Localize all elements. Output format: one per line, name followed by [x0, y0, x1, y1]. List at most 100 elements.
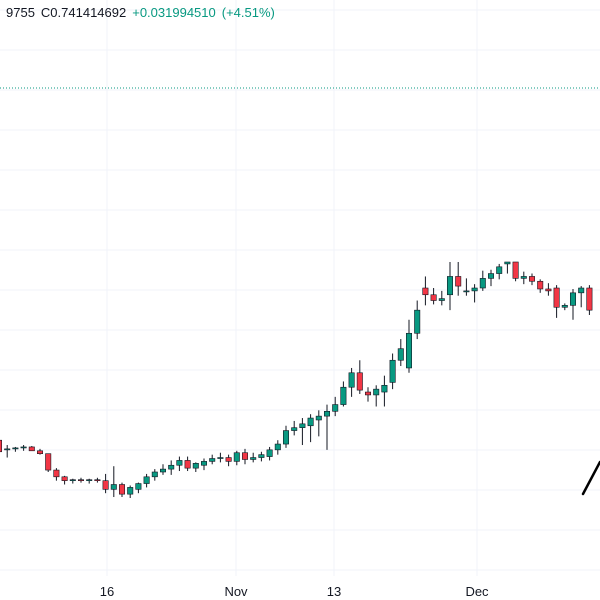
candle-body [569, 292, 576, 306]
candle [28, 445, 35, 452]
candle-body [528, 276, 535, 282]
candle-body [504, 261, 511, 265]
candle-body [45, 453, 52, 471]
candle-body [94, 479, 101, 481]
candle-body [61, 476, 68, 481]
candle-body [553, 287, 560, 308]
candle [242, 448, 249, 465]
candle-body [86, 479, 93, 481]
x-tick-label: 13 [327, 584, 341, 599]
candle-body [168, 464, 175, 470]
candle [323, 404, 330, 450]
candle-body [430, 294, 437, 301]
candle-body [20, 446, 27, 449]
candle [422, 276, 429, 306]
candle [20, 445, 27, 451]
candle-body [578, 287, 585, 294]
candle [479, 270, 486, 291]
candle [135, 482, 142, 494]
candle-body [455, 276, 462, 287]
candle [430, 288, 437, 305]
candle [446, 262, 453, 311]
candle-body [323, 411, 330, 417]
candle [36, 448, 43, 455]
candle-body [307, 417, 314, 427]
candle-body [225, 457, 232, 462]
candle-body [397, 348, 404, 361]
candle [373, 385, 380, 407]
candle [315, 410, 322, 437]
candle [201, 458, 208, 471]
candle [4, 445, 11, 458]
candle [405, 319, 412, 373]
candle-body [4, 448, 11, 451]
candle-body [512, 261, 519, 279]
candle-body [160, 468, 167, 473]
candle-body [119, 484, 126, 495]
candle [110, 466, 117, 498]
candle [438, 290, 445, 306]
candle [307, 414, 314, 443]
candle [192, 462, 199, 472]
candle-body [340, 386, 347, 405]
candle-body [332, 404, 339, 412]
candle-body [127, 487, 134, 495]
candle [266, 446, 273, 461]
candle [176, 456, 183, 472]
candle [102, 473, 109, 494]
candle [381, 375, 388, 407]
candle-body [274, 443, 281, 451]
candle-body [463, 290, 470, 293]
candle [168, 460, 175, 475]
candle [356, 360, 363, 394]
candle [496, 263, 503, 280]
candle-body [545, 288, 552, 292]
candle [455, 262, 462, 296]
candle-body [135, 483, 142, 490]
candle [512, 261, 519, 282]
candle-body [348, 372, 355, 388]
candle [0, 439, 3, 453]
candle [569, 288, 576, 320]
candle [225, 454, 232, 467]
candle-body [471, 287, 478, 292]
candle [291, 420, 298, 436]
candle-body [258, 454, 265, 458]
grid [0, 0, 600, 576]
candle [53, 468, 60, 481]
candle-body [414, 309, 421, 334]
candle-body [479, 278, 486, 289]
candle [94, 477, 101, 483]
candle [487, 269, 494, 287]
candle [299, 418, 306, 446]
close-value: C0.741414692 [40, 5, 127, 20]
candle [282, 425, 289, 448]
candle [537, 279, 544, 293]
candle-body [0, 439, 3, 453]
candle-body [282, 430, 289, 445]
candle [397, 339, 404, 367]
candle-body [217, 457, 224, 459]
candle [151, 469, 158, 481]
candle-body [381, 384, 388, 393]
candle [471, 284, 478, 303]
candle [233, 450, 240, 466]
candle-body [12, 447, 19, 450]
candle [348, 367, 355, 397]
candle-body [184, 460, 191, 469]
candle [119, 482, 126, 498]
trend-line-drawing[interactable] [581, 460, 600, 496]
prev-value-fragment: 9755 [6, 5, 35, 20]
candle [127, 485, 134, 498]
candle [258, 451, 265, 462]
candle-body [69, 479, 76, 481]
candle [340, 381, 347, 407]
candle [553, 285, 560, 318]
candle [143, 473, 150, 488]
candle-body [422, 287, 429, 296]
candle-body [209, 458, 216, 462]
candle [209, 454, 216, 465]
candle-body [356, 372, 363, 391]
candle-body [176, 460, 183, 466]
